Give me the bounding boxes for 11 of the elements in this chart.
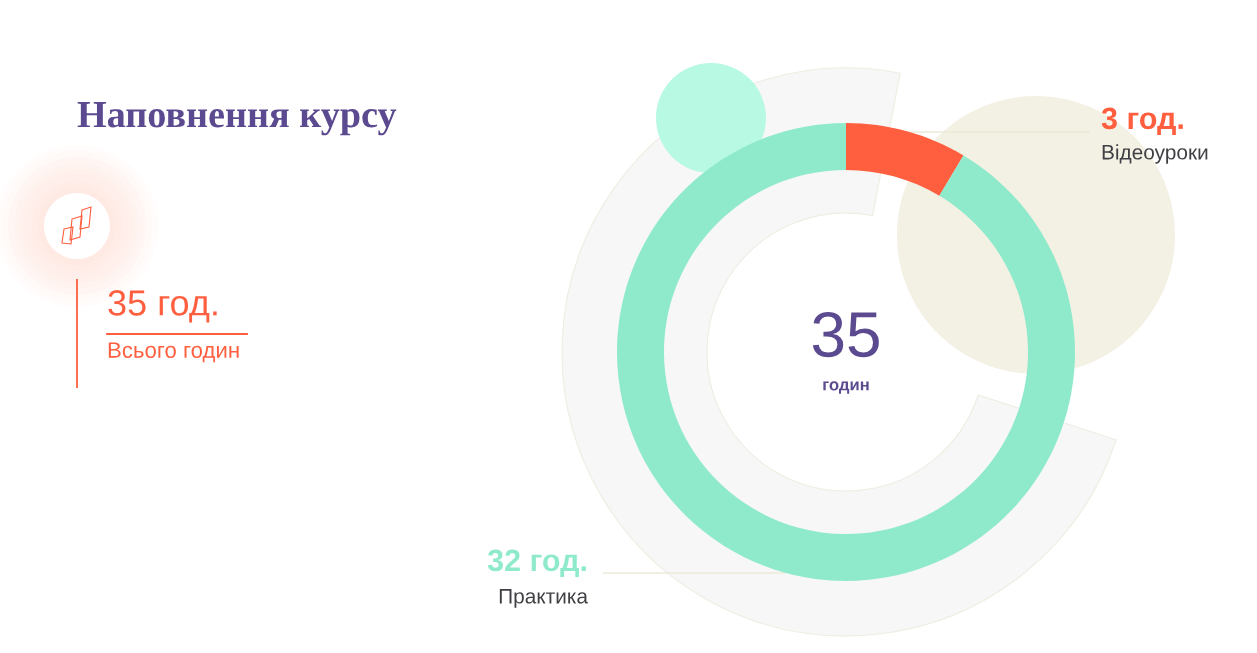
text: 35 год. bbox=[108, 290, 217, 323]
text: Всього годин bbox=[108, 342, 239, 363]
text: годин bbox=[823, 381, 869, 394]
data-label: 32 год. bbox=[487, 549, 586, 577]
donut-slice bbox=[617, 123, 1075, 581]
slice-label: Відеоуроки bbox=[1102, 144, 1208, 164]
slice-label: Практика bbox=[499, 589, 588, 608]
donut-slice bbox=[846, 123, 964, 196]
data-label: 3 год. bbox=[1101, 107, 1183, 135]
chart-title: Наповнення курсу bbox=[77, 102, 397, 136]
text: 35 bbox=[812, 311, 879, 358]
